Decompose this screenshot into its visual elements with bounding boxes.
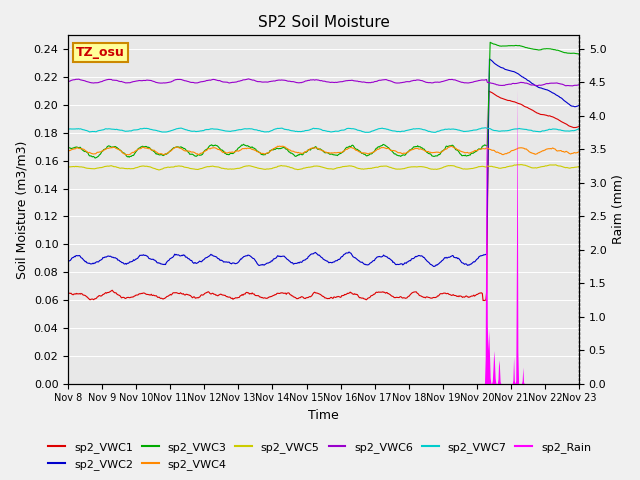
sp2_VWC4: [74, 145, 81, 151]
sp2_VWC5: [205, 164, 213, 169]
sp2_VWC5: [126, 166, 134, 172]
sp2_VWC5: [74, 164, 81, 169]
Title: SP2 Soil Moisture: SP2 Soil Moisture: [258, 15, 390, 30]
sp2_VWC4: [387, 147, 394, 153]
Line: sp2_VWC4: sp2_VWC4: [68, 146, 579, 155]
sp2_VWC6: [569, 83, 577, 89]
sp2_VWC7: [364, 130, 372, 135]
sp2_VWC5: [386, 165, 394, 170]
sp2_VWC4: [276, 143, 284, 149]
Line: sp2_VWC2: sp2_VWC2: [68, 59, 579, 266]
sp2_VWC6: [401, 79, 409, 85]
sp2_VWC2: [64, 259, 72, 264]
sp2_VWC6: [386, 78, 394, 84]
sp2_VWC1: [485, 88, 493, 94]
sp2_VWC1: [126, 295, 134, 300]
sp2_VWC4: [64, 148, 72, 154]
sp2_VWC2: [430, 264, 438, 269]
sp2_VWC4: [127, 151, 134, 157]
sp2_VWC7: [401, 128, 409, 134]
sp2_VWC5: [64, 164, 72, 170]
sp2_VWC6: [244, 76, 252, 82]
sp2_VWC5: [575, 164, 583, 169]
sp2_VWC5: [401, 166, 409, 171]
sp2_VWC4: [179, 147, 186, 153]
sp2_VWC7: [64, 126, 72, 132]
sp2_VWC7: [481, 125, 489, 131]
sp2_VWC3: [575, 51, 583, 57]
sp2_VWC3: [92, 155, 99, 161]
Line: sp2_VWC7: sp2_VWC7: [68, 128, 579, 132]
sp2_VWC4: [575, 149, 583, 155]
sp2_VWC6: [74, 76, 81, 82]
sp2_VWC1: [401, 295, 408, 301]
sp2_VWC7: [178, 125, 186, 131]
X-axis label: Time: Time: [308, 409, 339, 422]
Text: TZ_osu: TZ_osu: [76, 46, 125, 59]
Line: sp2_VWC5: sp2_VWC5: [68, 165, 579, 170]
sp2_VWC7: [74, 126, 81, 132]
sp2_VWC4: [402, 151, 410, 156]
sp2_VWC3: [74, 144, 81, 150]
sp2_VWC1: [481, 298, 488, 303]
sp2_VWC2: [575, 103, 583, 108]
Legend: sp2_VWC1, sp2_VWC2, sp2_VWC3, sp2_VWC4, sp2_VWC5, sp2_VWC6, sp2_VWC7, sp2_Rain: sp2_VWC1, sp2_VWC2, sp2_VWC3, sp2_VWC4, …: [44, 438, 595, 474]
sp2_VWC7: [575, 126, 583, 132]
Line: sp2_VWC3: sp2_VWC3: [68, 42, 579, 158]
sp2_VWC1: [74, 291, 81, 297]
sp2_VWC5: [518, 162, 525, 168]
sp2_VWC2: [401, 261, 408, 266]
sp2_VWC2: [178, 252, 186, 258]
Y-axis label: Raim (mm): Raim (mm): [612, 175, 625, 244]
sp2_VWC6: [575, 82, 583, 88]
sp2_VWC3: [386, 146, 394, 152]
sp2_VWC5: [156, 167, 163, 173]
sp2_VWC1: [575, 124, 583, 130]
sp2_VWC7: [205, 127, 212, 132]
sp2_VWC2: [205, 253, 212, 259]
sp2_VWC7: [386, 127, 394, 133]
sp2_VWC3: [127, 154, 134, 159]
sp2_VWC3: [64, 144, 72, 150]
Line: sp2_VWC6: sp2_VWC6: [68, 79, 579, 86]
sp2_VWC6: [178, 77, 186, 83]
sp2_VWC1: [64, 290, 72, 296]
sp2_VWC4: [205, 146, 213, 152]
sp2_VWC1: [178, 291, 186, 297]
sp2_VWC1: [205, 289, 212, 295]
sp2_VWC7: [126, 128, 134, 134]
sp2_VWC2: [126, 259, 134, 264]
sp2_VWC5: [179, 164, 186, 169]
sp2_VWC3: [486, 39, 494, 45]
sp2_VWC6: [205, 77, 212, 83]
sp2_VWC3: [205, 143, 213, 149]
Line: sp2_VWC1: sp2_VWC1: [68, 91, 579, 300]
sp2_VWC2: [385, 255, 393, 261]
sp2_VWC3: [179, 144, 186, 150]
Y-axis label: Soil Moisture (m3/m3): Soil Moisture (m3/m3): [15, 140, 28, 278]
sp2_VWC6: [64, 79, 72, 84]
sp2_VWC1: [385, 291, 393, 297]
sp2_VWC2: [74, 253, 81, 259]
sp2_VWC6: [126, 80, 134, 85]
sp2_VWC3: [401, 152, 409, 158]
sp2_VWC4: [125, 152, 132, 157]
sp2_VWC2: [486, 56, 493, 62]
